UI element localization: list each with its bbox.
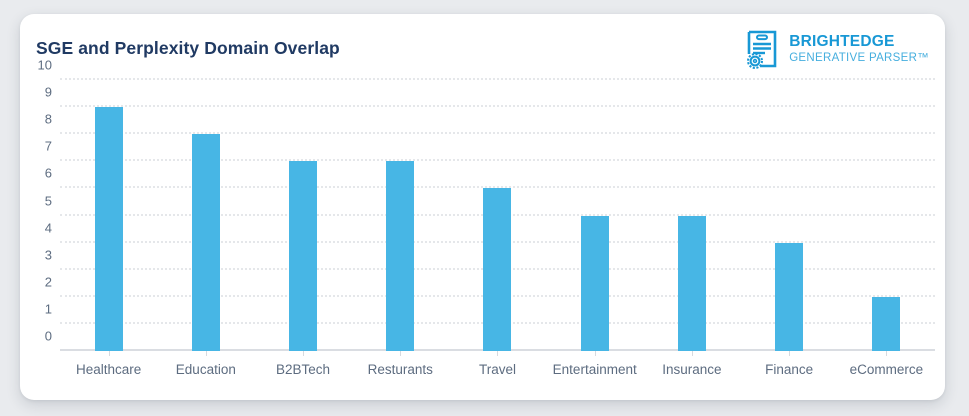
x-tick-Insurance <box>691 351 693 356</box>
bar-slot-Healthcare <box>60 80 157 356</box>
bar-slot-Travel <box>449 80 546 356</box>
chart-title: SGE and Perplexity Domain Overlap <box>36 38 340 58</box>
y-tick-label-3: 3 <box>44 247 52 263</box>
y-tick-label-0: 0 <box>44 328 52 344</box>
gridline-6 <box>60 186 935 189</box>
y-tick-label-9: 9 <box>44 84 52 100</box>
x-label-B2BTech: B2BTech <box>276 362 331 377</box>
y-tick-label-6: 6 <box>44 165 52 181</box>
bar-B2BTech[interactable] <box>289 161 318 351</box>
x-tick-B2BTech <box>303 351 305 356</box>
y-tick-label-8: 8 <box>44 111 52 127</box>
gridline-8 <box>60 132 935 135</box>
x-label-Entertainment: Entertainment <box>552 362 637 377</box>
document-seal-icon <box>747 30 777 69</box>
bar-eCommerce[interactable] <box>872 296 901 351</box>
x-label-Healthcare: Healthcare <box>75 362 142 377</box>
gridline-10 <box>60 78 935 80</box>
bar-Entertainment[interactable] <box>580 215 609 351</box>
bar-Insurance[interactable] <box>677 215 706 351</box>
chart-plot-area: 0 1 2 3 4 5 6 7 8 9 10 Healthcare Education B2BTech R… <box>38 58 935 377</box>
x-tick-Resturants <box>400 351 402 356</box>
x-tick-Finance <box>789 351 791 356</box>
x-tick-Education <box>205 351 207 356</box>
logo-primary-text: BRIGHTEDGE <box>789 32 895 50</box>
x-tick-eCommerce <box>886 351 888 356</box>
bar-slot-B2BTech <box>254 80 351 356</box>
gridline-7 <box>60 159 935 162</box>
bar-slot-Entertainment <box>546 80 643 356</box>
brightedge-logo: BRIGHTEDGE GENERATIVE PARSER™ <box>742 28 929 70</box>
bar-slot-eCommerce <box>838 80 935 356</box>
x-label-eCommerce: eCommerce <box>849 362 924 377</box>
bar-Travel[interactable] <box>483 188 512 351</box>
logo-text: BRIGHTEDGE GENERATIVE PARSER™ <box>789 32 929 65</box>
y-tick-label-5: 5 <box>44 193 52 208</box>
logo-secondary-text: GENERATIVE PARSER™ <box>789 52 929 65</box>
y-tick-label-10: 10 <box>37 57 52 73</box>
y-tick-label-4: 4 <box>44 220 52 236</box>
bar-slot-Finance <box>741 80 838 356</box>
x-label-Resturants: Resturants <box>367 362 433 377</box>
bar-Healthcare[interactable] <box>94 107 123 351</box>
gridline-9 <box>60 105 935 108</box>
chart-card: SGE and Perplexity Domain Overlap BRIGHT… <box>20 14 945 400</box>
bar-Finance[interactable] <box>775 242 804 351</box>
x-tick-Travel <box>497 351 499 356</box>
bars-layer <box>60 80 935 356</box>
x-tick-Healthcare <box>108 351 110 356</box>
bar-slot-Resturants <box>352 80 449 356</box>
x-tick-Entertainment <box>594 351 596 356</box>
y-tick-label-2: 2 <box>44 274 52 290</box>
bar-slot-Education <box>157 80 254 356</box>
bar-slot-Insurance <box>643 80 740 356</box>
x-label-Insurance: Insurance <box>662 362 722 377</box>
x-label-Finance: Finance <box>765 362 814 377</box>
bar-Education[interactable] <box>191 134 220 351</box>
y-tick-label-7: 7 <box>44 138 52 154</box>
x-axis-labels: Healthcare Education B2BTech Resturants Trav… <box>60 351 935 377</box>
bar-Resturants[interactable] <box>386 161 415 351</box>
x-label-Education: Education <box>175 362 236 377</box>
y-tick-label-1: 1 <box>44 301 52 317</box>
x-label-Travel: Travel <box>478 362 516 377</box>
